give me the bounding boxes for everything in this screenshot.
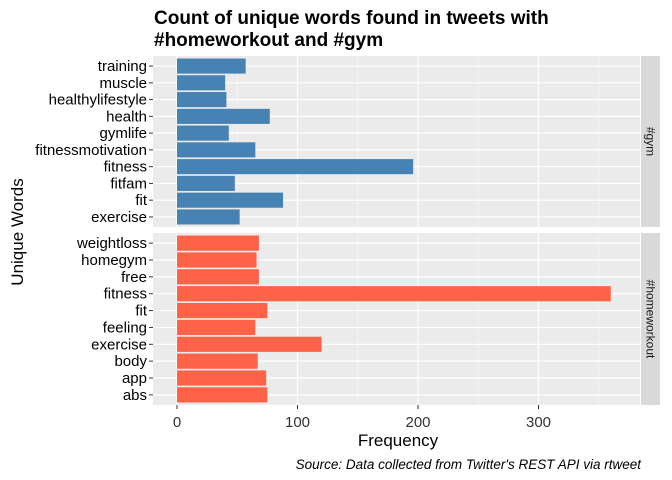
bar-body <box>177 353 258 369</box>
y-tick-label-health: health <box>106 108 147 125</box>
y-tick-label-exercise: exercise <box>91 209 147 226</box>
y-tick-label-training: training <box>98 58 147 75</box>
facet-panel-1: weightlosshomegymfreefitnessfitfeelingex… <box>76 233 660 405</box>
y-tick-label-fitness: fitness <box>104 159 147 176</box>
bar-weightloss <box>177 235 259 251</box>
y-tick-label-fitfam: fitfam <box>110 175 147 192</box>
bar-abs <box>177 387 268 403</box>
bar-gymlife <box>177 125 229 141</box>
facet-strip <box>641 56 660 227</box>
y-tick-label-exercise: exercise <box>91 336 147 353</box>
y-tick-label-app: app <box>122 370 147 387</box>
bar-fit <box>177 192 284 208</box>
chart-title-line-2: #homeworkout and #gym <box>154 30 383 51</box>
bar-training <box>177 58 246 74</box>
facet-strip-label: #gym <box>644 127 658 156</box>
bar-exercise <box>177 209 240 225</box>
y-tick-label-homegym: homegym <box>81 252 147 269</box>
bar-fit <box>177 302 268 319</box>
chart-title-line-1: Count of unique words found in tweets wi… <box>154 8 549 29</box>
y-tick-label-fit: fit <box>135 192 148 209</box>
y-tick-label-fit: fit <box>135 303 148 320</box>
y-tick-label-weightloss: weightloss <box>76 235 147 252</box>
facet-strip <box>641 233 660 405</box>
x-tick-label-100: 100 <box>285 414 310 431</box>
y-tick-label-gymlife: gymlife <box>99 125 147 142</box>
facet-panels: trainingmusclehealthylifestylehealthgyml… <box>35 56 660 431</box>
y-tick-label-abs: abs <box>123 387 147 404</box>
bar-fitfam <box>177 175 235 191</box>
bar-exercise <box>177 336 322 352</box>
y-tick-label-healthylifestyle: healthylifestyle <box>49 92 147 109</box>
bar-healthylifestyle <box>177 92 227 108</box>
x-axis-title: Frequency <box>358 431 439 450</box>
y-tick-label-muscle: muscle <box>99 75 147 92</box>
x-tick-label-200: 200 <box>405 414 430 431</box>
y-tick-label-body: body <box>114 353 147 370</box>
y-tick-label-fitnessmotivation: fitnessmotivation <box>35 142 147 159</box>
y-tick-label-fitness: fitness <box>104 286 147 303</box>
bar-muscle <box>177 75 226 91</box>
x-tick-label-300: 300 <box>526 414 551 431</box>
bar-app <box>177 370 267 386</box>
bar-fitnessmotivation <box>177 142 256 158</box>
bar-free <box>177 269 259 285</box>
bar-fitness <box>177 159 414 175</box>
y-tick-label-free: free <box>121 269 147 286</box>
bar-homegym <box>177 252 257 268</box>
x-tick-label-0: 0 <box>173 414 181 431</box>
facet-panel-0: trainingmusclehealthylifestylehealthgyml… <box>35 56 660 227</box>
bar-health <box>177 108 270 124</box>
facet-strip-label: #homeworkout <box>644 280 658 359</box>
y-axis-title: Unique Words <box>8 178 27 285</box>
y-tick-label-feeling: feeling <box>103 319 147 336</box>
bar-fitness <box>177 286 611 302</box>
source-caption: Source: Data collected from Twitter's RE… <box>296 457 643 472</box>
bar-feeling <box>177 319 256 336</box>
